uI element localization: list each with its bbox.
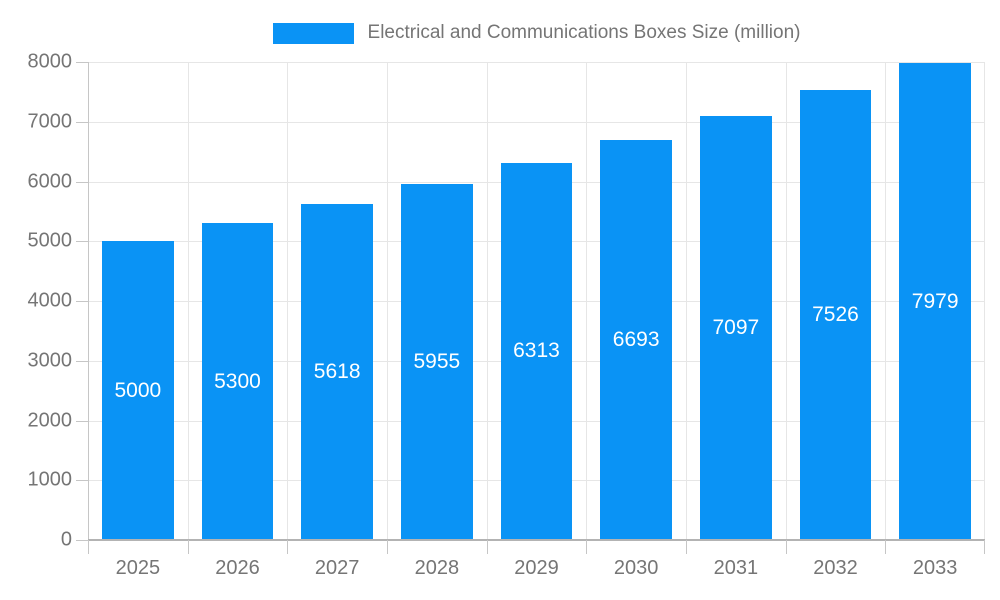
v-gridline [187,62,189,540]
v-gridline [486,62,488,540]
bar-2028: 5955 [400,184,473,540]
v-gridline [685,62,687,540]
y-axis-line [88,62,89,540]
bar-2027: 5618 [301,204,374,540]
x-axis-tick-label: 2032 [813,557,858,579]
bar-2031: 7097 [699,115,772,540]
x-axis-tick-label: 2029 [514,557,559,579]
x-axis-tick [984,540,985,554]
x-axis-tick [685,540,687,554]
bar-value-label: 7526 [812,303,859,327]
y-axis-tick-label: 0 [60,528,72,551]
bar-2033: 7979 [899,63,972,540]
plot-area: 0 1000 2000 3000 4000 5000 6000 7000 8000 5000 202… [28,51,985,579]
x-axis-tick-label: 2028 [414,557,460,579]
legend[interactable]: Electrical and Communications Boxes Size… [88,18,985,48]
x-axis-tick [88,540,89,554]
y-axis-tick [76,540,88,541]
x-axis-line [88,539,985,541]
x-axis-tick [386,540,388,554]
legend-label: Electrical and Communications Boxes Size… [367,22,801,43]
bar-value-label: 5618 [313,360,361,384]
x-axis-tick-label: 2026 [215,557,260,579]
v-gridline [785,62,787,540]
x-axis-tick-label: 2025 [115,557,161,579]
y-axis-tick-label: 7000 [27,110,73,133]
bar-2025: 5000 [101,241,174,540]
v-gridline [586,62,588,540]
v-gridline [885,62,887,540]
bar-2026: 5300 [201,223,274,540]
x-axis-tick [287,540,289,554]
bar-2030: 6693 [600,140,673,540]
y-axis-tick-label: 2000 [27,409,73,431]
y-axis-tick [76,181,88,183]
y-axis-tick-label: 8000 [27,50,73,73]
h-gridline [88,121,985,123]
x-axis-tick-label: 2031 [713,557,759,579]
y-axis-tick [76,121,88,123]
y-axis-tick [76,420,88,422]
x-axis-tick [187,540,189,554]
y-axis-tick-label: 3000 [27,349,73,372]
legend-swatch [272,22,354,44]
y-axis-tick-label: 1000 [27,468,73,491]
x-axis-tick-label: 2033 [912,557,958,579]
v-gridline [984,62,985,540]
y-axis-tick-label: 4000 [27,289,73,312]
v-gridline [287,62,289,540]
bar-value-label: 7979 [911,289,959,313]
x-axis-tick [586,540,588,554]
y-axis-tick [76,301,88,302]
y-axis-tick [76,360,88,362]
x-axis-tick-label: 2027 [314,557,360,579]
y-axis-tick [76,62,88,63]
v-gridline [386,62,388,540]
x-axis-tick-label: 2030 [613,557,659,579]
y-axis-tick-label: 5000 [27,229,73,252]
h-gridline [88,62,985,63]
bar-value-label: 5955 [413,350,461,374]
y-axis-tick [76,241,88,243]
bar-value-label: 5000 [114,378,162,402]
bar-value-label: 6313 [513,339,560,363]
bar-value-label: 5300 [214,369,261,393]
x-axis-tick [885,540,887,554]
y-axis-tick [76,480,88,482]
bar-value-label: 7097 [712,315,760,339]
bar-2032: 7526 [799,90,872,540]
bar-value-label: 6693 [612,328,660,352]
x-axis-tick [785,540,787,554]
bar-2029: 6313 [500,162,573,540]
y-axis-tick-label: 6000 [27,170,73,192]
x-axis-tick [486,540,488,554]
